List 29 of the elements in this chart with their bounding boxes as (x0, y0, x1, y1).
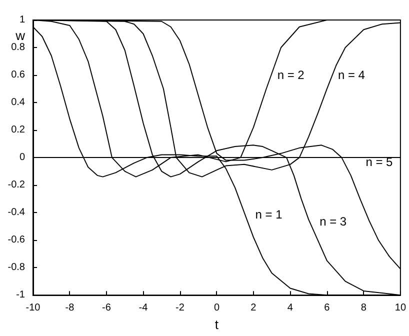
y-tick-label: 0.8 (11, 42, 26, 54)
series-label: n = 1 (255, 208, 283, 222)
y-tick-label: -0.6 (8, 234, 26, 246)
y-tick-label: 0.6 (11, 70, 26, 81)
x-tick-label: 6 (324, 302, 330, 314)
y-tick-label: 0.4 (11, 97, 26, 108)
x-tick-label: -4 (138, 302, 148, 314)
x-tick-label: 0 (214, 302, 220, 314)
x-axis-title: t (214, 317, 219, 332)
y-tick-label: 0 (19, 152, 26, 164)
y-tick-label: -0.8 (8, 262, 26, 274)
x-tick-label: -6 (102, 302, 112, 314)
x-tick-label: -2 (176, 302, 185, 314)
y-axis-title: w (14, 28, 26, 43)
x-tick-label: 8 (360, 302, 367, 314)
x-tick-label: -8 (65, 302, 75, 314)
series-label: n = 5 (366, 154, 394, 169)
y-tick-label: -1 (16, 290, 26, 301)
x-tick-label: 10 (394, 302, 406, 314)
x-tick-label: 4 (287, 302, 294, 314)
x-tick-label: 2 (250, 302, 257, 314)
x-tick-label: -10 (26, 302, 41, 314)
series-label: n = 3 (320, 214, 347, 228)
y-tick-label: 1 (19, 14, 26, 26)
y-tick-label: -0.4 (8, 207, 26, 218)
series-label: n = 2 (277, 68, 305, 82)
y-tick-label: 0.2 (11, 124, 26, 136)
series-label: n = 4 (338, 68, 366, 82)
y-tick-label: -0.2 (8, 180, 26, 191)
